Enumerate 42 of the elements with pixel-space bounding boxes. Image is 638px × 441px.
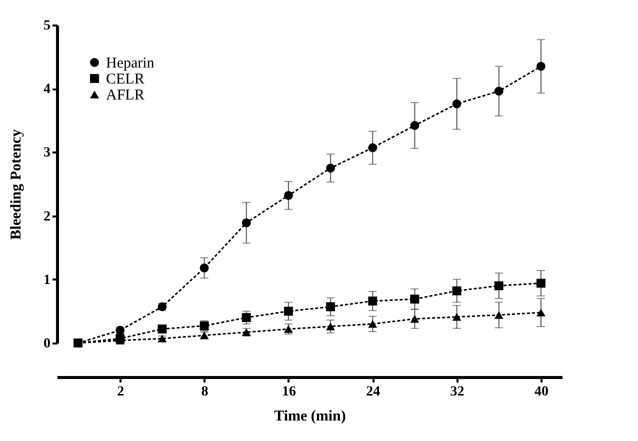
legend-label: AFLR bbox=[106, 88, 144, 104]
x-tick-label: 32 bbox=[450, 384, 464, 400]
point bbox=[200, 263, 209, 272]
y-tick-label: 5 bbox=[44, 18, 50, 34]
point bbox=[452, 313, 462, 321]
x-tick-label: 16 bbox=[282, 384, 296, 400]
y-tick-label: 1 bbox=[44, 272, 50, 288]
x-tick-label: 24 bbox=[366, 384, 380, 400]
legend-label: Heparin bbox=[106, 56, 155, 72]
point bbox=[494, 86, 504, 96]
point bbox=[410, 294, 420, 304]
point bbox=[284, 306, 293, 316]
point bbox=[284, 190, 293, 200]
point bbox=[536, 62, 546, 71]
point bbox=[410, 314, 420, 323]
point bbox=[494, 281, 504, 290]
point bbox=[242, 218, 251, 228]
y-tick-label: 2 bbox=[44, 209, 50, 224]
point bbox=[410, 121, 420, 130]
y-axis-title: Bleeding Potency bbox=[8, 128, 24, 240]
point bbox=[536, 278, 546, 288]
y-tick-label: 0 bbox=[44, 336, 50, 352]
y-tick-label: 3 bbox=[44, 146, 50, 161]
x-tick-label: 40 bbox=[534, 384, 548, 400]
point bbox=[368, 143, 378, 152]
point bbox=[242, 313, 251, 322]
x-tick-label: 2 bbox=[117, 384, 124, 400]
point bbox=[368, 320, 378, 328]
point bbox=[326, 322, 336, 330]
point bbox=[284, 325, 293, 333]
x-tick-label: 8 bbox=[201, 384, 208, 400]
point bbox=[368, 296, 378, 306]
point bbox=[326, 302, 336, 312]
point bbox=[452, 99, 462, 108]
point bbox=[452, 286, 462, 296]
legend-label: CELR bbox=[106, 72, 144, 88]
y-tick-label: 4 bbox=[44, 82, 50, 98]
point bbox=[158, 324, 167, 334]
point bbox=[494, 311, 504, 319]
point bbox=[326, 164, 336, 173]
point bbox=[536, 308, 546, 316]
x-axis-title: Time (min) bbox=[274, 408, 346, 424]
